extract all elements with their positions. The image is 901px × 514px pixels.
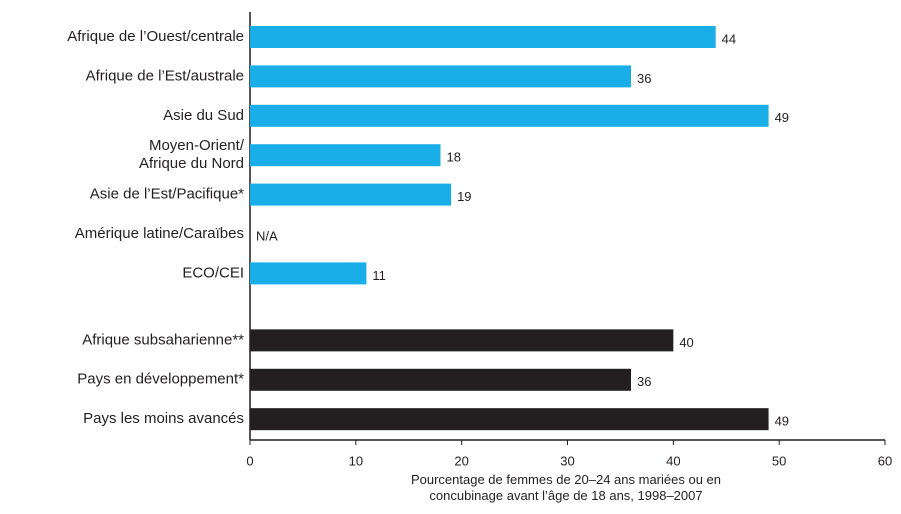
value-label: 19 xyxy=(457,189,471,204)
y-tick-label: Afrique de l’Ouest/centrale xyxy=(67,28,244,45)
value-label: N/A xyxy=(256,228,278,243)
value-label: 40 xyxy=(679,335,693,350)
y-tick-label: Afrique de l’Est/australe xyxy=(86,67,244,84)
y-tick-label: Asie du Sud xyxy=(163,107,244,124)
value-label: 18 xyxy=(447,150,461,165)
bar xyxy=(250,65,631,88)
y-tick-label: Amérique latine/Caraïbes xyxy=(75,225,244,242)
x-tick-label: 60 xyxy=(878,453,892,468)
bar xyxy=(250,26,716,48)
y-tick-label: Moyen-Orient/Afrique du Nord xyxy=(139,137,245,172)
value-label: 44 xyxy=(722,31,736,46)
y-tick-label: Pays en développement* xyxy=(77,371,244,388)
x-tick-label: 50 xyxy=(772,453,786,468)
value-label: 49 xyxy=(775,110,789,125)
bar xyxy=(250,183,452,206)
value-label: 36 xyxy=(637,374,651,389)
x-tick-label: 20 xyxy=(454,453,468,468)
value-label: 36 xyxy=(637,71,651,86)
value-label: 11 xyxy=(372,268,386,283)
bar xyxy=(250,368,631,391)
bar xyxy=(250,329,674,352)
x-tick-label: 0 xyxy=(246,453,253,468)
y-tick-label: ECO/CEI xyxy=(182,264,244,281)
y-tick-label: Afrique subsaharienne** xyxy=(82,331,244,348)
bar xyxy=(250,144,441,167)
y-tick-label: Pays les moins avancés xyxy=(83,410,244,427)
y-tick-label: Asie de l’Est/Pacifique* xyxy=(90,186,244,203)
x-tick-label: 10 xyxy=(349,453,363,468)
x-tick-label: 40 xyxy=(666,453,680,468)
value-label: 49 xyxy=(775,414,789,429)
bar xyxy=(250,104,769,127)
x-axis-label: Pourcentage de femmes de 20–24 ans marié… xyxy=(411,473,721,504)
bar xyxy=(250,408,769,431)
x-tick-label: 30 xyxy=(560,453,574,468)
bar xyxy=(250,262,367,285)
